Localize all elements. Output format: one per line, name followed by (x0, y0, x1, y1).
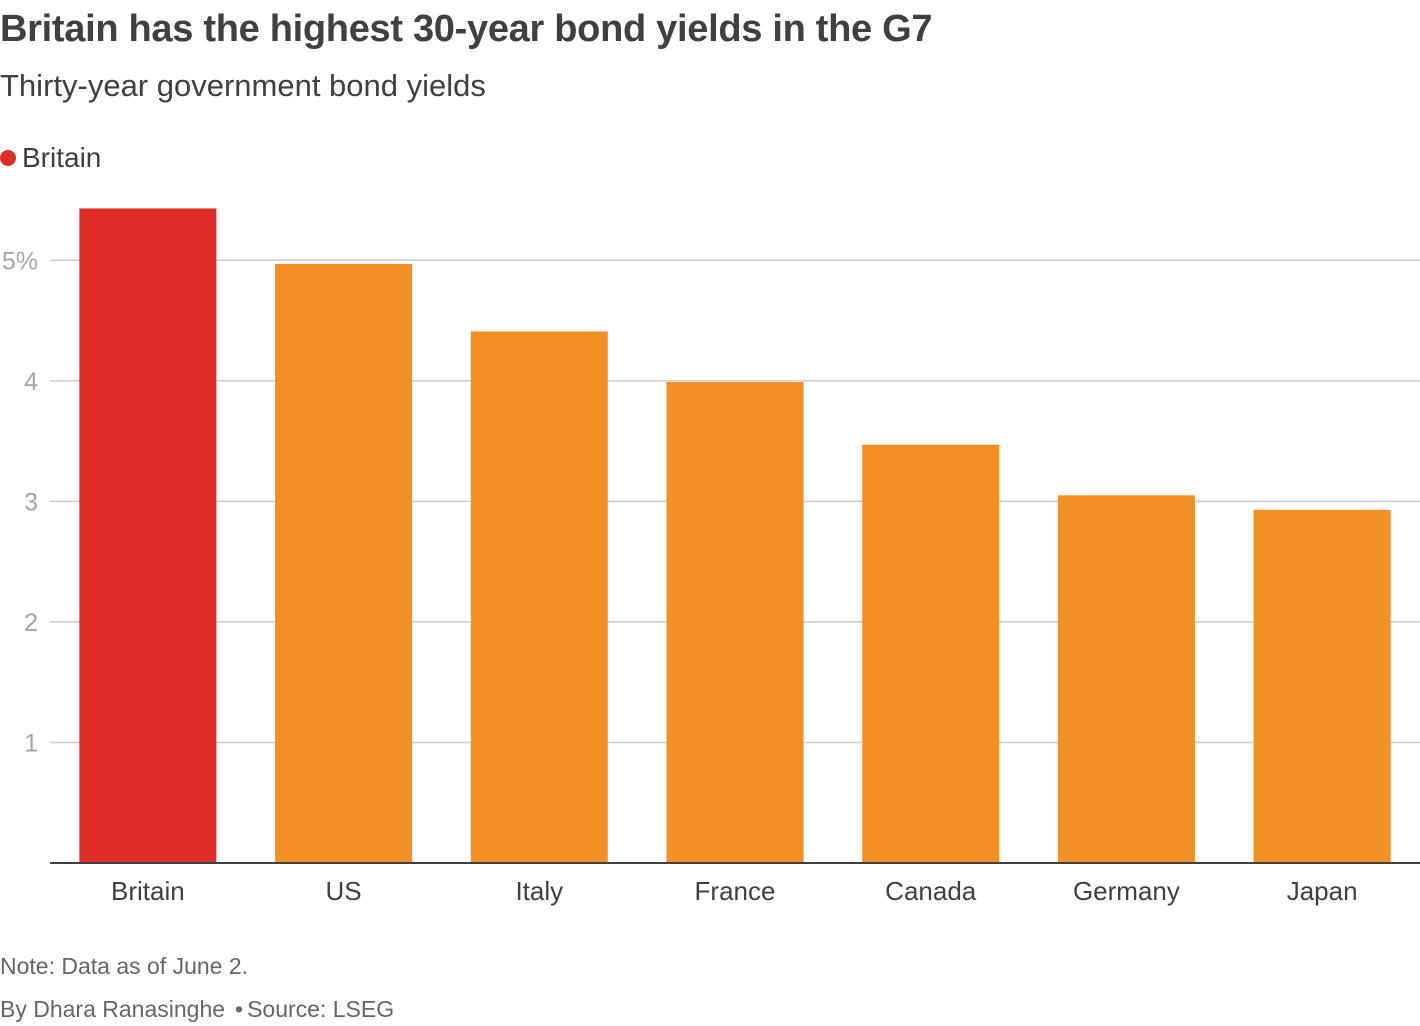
x-tick-label-canada: Canada (885, 876, 977, 906)
y-tick-label: 5% (2, 247, 38, 275)
author: By Dhara Ranasinghe (0, 996, 226, 1022)
bar-france (666, 382, 804, 863)
bars (79, 208, 1391, 864)
legend: Britain (0, 140, 101, 176)
bar-canada (862, 444, 1000, 863)
y-tick-label: 2 (24, 609, 38, 637)
bar-chart: 1 2 3 4 5% Britain US Italy France Canada Germany… (2, 208, 1420, 906)
y-tick-label: 3 (24, 488, 38, 516)
x-tick-label-france: France (695, 876, 776, 906)
separator: • (235, 996, 244, 1022)
x-tick-label-japan: Japan (1287, 876, 1358, 906)
category-labels: Britain US Italy France Canada Germany Japan (111, 876, 1358, 906)
legend-swatch-britain (0, 150, 16, 166)
footnote: Note: Data as of June 2. (0, 953, 249, 979)
y-tick-label: 4 (24, 368, 38, 396)
axes: 1 2 3 4 5% (2, 247, 1420, 864)
source: Source: LSEG (247, 996, 395, 1022)
bar-italy (470, 331, 608, 863)
bar-us (275, 263, 413, 863)
x-tick-label-us: US (326, 876, 362, 906)
x-tick-label-italy: Italy (515, 876, 563, 906)
chart-subtitle: Thirty-year government bond yields (0, 68, 486, 103)
x-tick-label-germany: Germany (1073, 876, 1180, 906)
byline: By Dhara Ranasinghe • Source: LSEG (0, 996, 394, 1023)
legend-label-britain: Britain (22, 142, 102, 173)
chart-title: Britain has the highest 30-year bond yie… (0, 8, 933, 50)
x-tick-label-britain: Britain (111, 876, 185, 906)
y-tick-label: 1 (24, 729, 38, 757)
bar-japan (1253, 509, 1391, 863)
bar-britain (79, 208, 217, 864)
bar-germany (1057, 495, 1195, 863)
